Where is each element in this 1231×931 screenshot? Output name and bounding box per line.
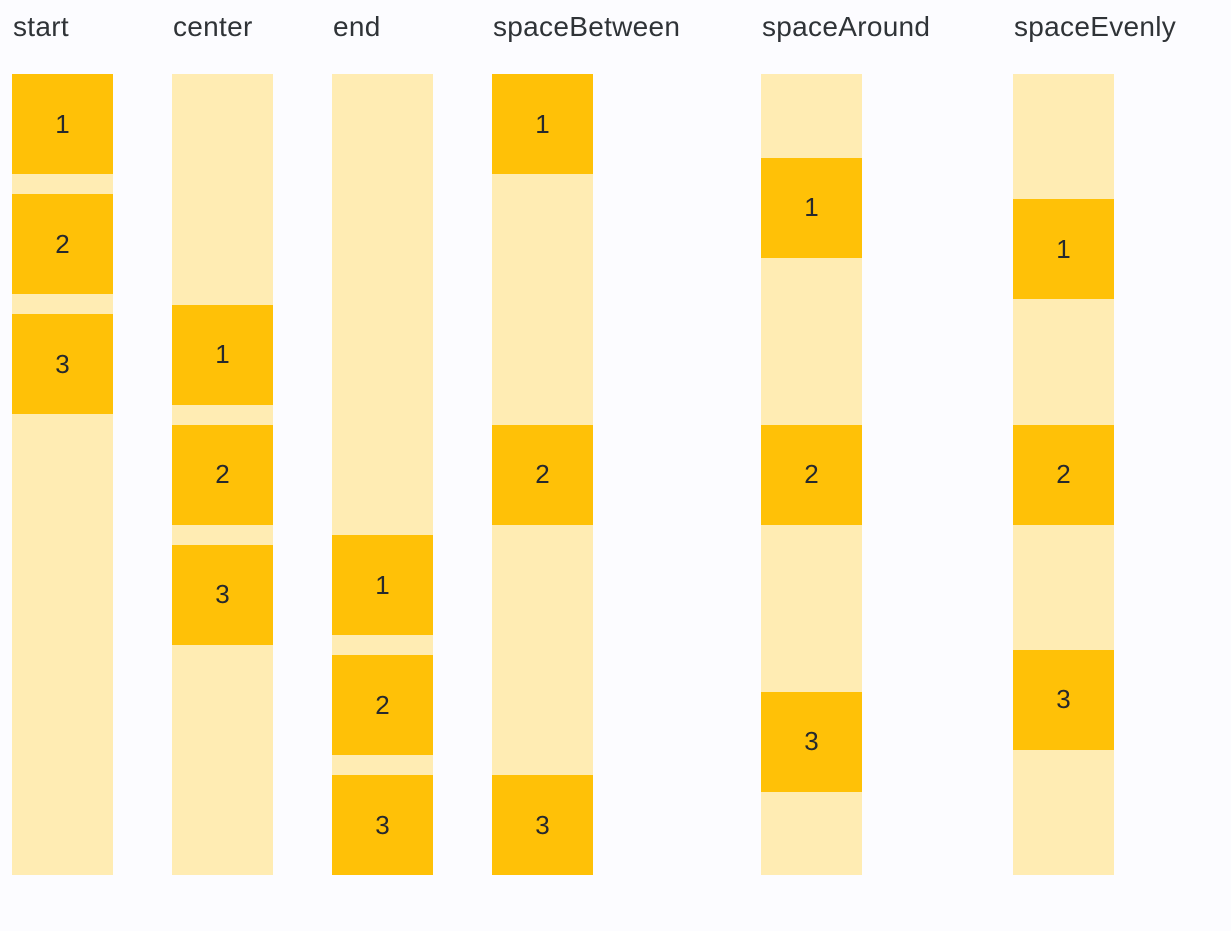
flex-item: 3 <box>1013 649 1114 750</box>
flex-item-number: 3 <box>375 809 390 840</box>
column-label-end: end <box>333 11 381 42</box>
flex-item-number: 3 <box>804 726 819 756</box>
flex-item-number: 3 <box>535 809 550 840</box>
flex-item: 2 <box>12 194 113 294</box>
flex-item-number: 1 <box>375 569 390 600</box>
flex-item: 3 <box>492 775 593 875</box>
column-label-start: start <box>13 11 69 42</box>
flex-item: 2 <box>492 424 593 525</box>
flex-container-space-around: 1 2 3 <box>761 74 862 875</box>
flex-item-number: 1 <box>804 192 819 222</box>
column-label-center: center <box>173 11 253 42</box>
flex-item-number: 2 <box>804 459 819 489</box>
flex-item: 3 <box>12 314 113 414</box>
flex-item-number: 2 <box>55 228 70 259</box>
column-space-between: spaceBetween 1 2 3 <box>492 0 680 875</box>
flex-item: 1 <box>1013 199 1114 300</box>
flex-item-number: 2 <box>375 689 390 720</box>
flex-container-space-evenly: 1 2 3 <box>1013 74 1114 875</box>
flex-item: 1 <box>761 157 862 258</box>
column-space-evenly: spaceEvenly 1 2 3 <box>1013 0 1176 875</box>
flex-item-number: 1 <box>55 108 70 139</box>
flex-item-number: 2 <box>1056 459 1071 489</box>
column-space-around: spaceAround 1 2 3 <box>761 0 930 875</box>
flex-item-number: 2 <box>215 459 230 489</box>
flex-container-start: 1 2 3 <box>12 74 113 875</box>
flex-container-end: 1 2 3 <box>332 74 433 875</box>
flex-item: 2 <box>761 424 862 525</box>
flex-item: 2 <box>172 424 273 525</box>
flex-item: 2 <box>332 655 433 755</box>
flex-item-number: 3 <box>1056 684 1071 715</box>
flex-container-space-between: 1 2 3 <box>492 74 593 875</box>
flex-item: 3 <box>761 691 862 792</box>
flex-item: 1 <box>172 304 273 405</box>
flex-item: 3 <box>172 544 273 645</box>
column-label-space-between: spaceBetween <box>493 11 681 42</box>
flex-item: 1 <box>12 74 113 174</box>
flex-item-number: 2 <box>535 459 550 489</box>
flex-item: 1 <box>492 74 593 174</box>
column-label-space-evenly: spaceEvenly <box>1014 11 1177 42</box>
flex-container-center: 1 2 3 <box>172 74 273 875</box>
flex-item: 2 <box>1013 424 1114 525</box>
flex-item-number: 1 <box>1056 233 1071 264</box>
column-end: end 1 2 3 <box>332 0 433 875</box>
column-center: center 1 2 3 <box>172 0 273 875</box>
flex-item-number: 1 <box>215 339 230 369</box>
flex-item-number: 3 <box>215 579 230 609</box>
flex-item-number: 3 <box>55 348 70 379</box>
column-label-space-around: spaceAround <box>762 11 931 42</box>
column-start: start 1 2 3 <box>12 0 113 875</box>
flex-item-number: 1 <box>535 108 550 139</box>
flex-item: 3 <box>332 775 433 875</box>
flex-item: 1 <box>332 535 433 635</box>
